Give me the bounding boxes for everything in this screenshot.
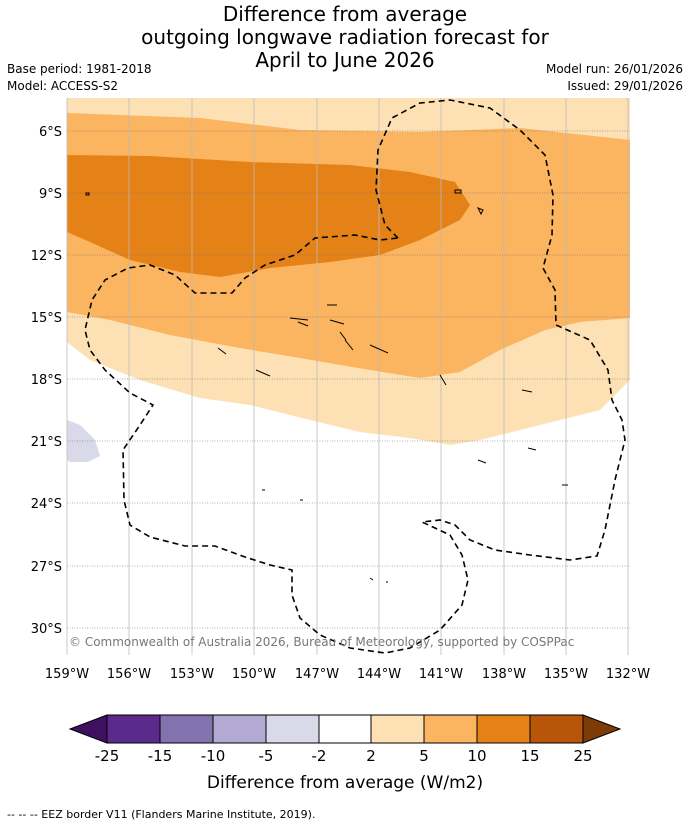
- colorbar-extend-low: [68, 714, 108, 744]
- anomaly-contours: [67, 98, 630, 655]
- colorbar-swatch: [159, 714, 214, 744]
- model-name: Model: ACCESS-S2: [7, 79, 119, 93]
- lat-tick-label: 12°S: [31, 249, 62, 264]
- colorbar-swatch: [106, 714, 161, 744]
- colorbar-tick-label: 5: [419, 747, 429, 765]
- lat-tick-label: 30°S: [31, 622, 62, 637]
- colorbar-tick-label: 25: [573, 747, 592, 765]
- colorbar-swatch: [423, 714, 478, 744]
- colorbar-extend-high: [582, 714, 622, 744]
- lat-tick-label: 21°S: [31, 435, 62, 450]
- colorbar-swatch: [318, 714, 372, 744]
- model-run-date: Model run: 26/01/2026: [545, 62, 683, 76]
- lon-tick-label: 135°W: [544, 667, 588, 682]
- lat-tick-label: 9°S: [39, 187, 62, 202]
- islands: [85, 189, 568, 583]
- colorbar-tick-label: -15: [148, 747, 173, 765]
- copyright-notice: © Commonwealth of Australia 2026, Bureau…: [69, 635, 574, 649]
- colorbar: [68, 714, 622, 744]
- island-outline: [85, 192, 90, 196]
- lat-tick-label: 24°S: [31, 497, 62, 512]
- colorbar-tick-label: -2: [312, 747, 327, 765]
- colorbar-tick-label: -5: [259, 747, 274, 765]
- island-outline: [217, 347, 271, 377]
- longitude-axis-labels: 159°W 156°W 153°W 150°W 147°W 144°W 141°…: [45, 667, 650, 682]
- island-outline: [327, 304, 389, 354]
- colorbar-swatch: [265, 714, 320, 744]
- colorbar-tick-labels: -25 -15 -10 -5 -2 2 5 10 15 25: [95, 747, 593, 765]
- base-period: Base period: 1981-2018: [7, 62, 152, 76]
- title-line-1: Difference from average: [222, 2, 468, 26]
- latitude-axis-labels: 6°S 9°S 12°S 15°S 18°S 21°S 24°S 27°S 30…: [31, 125, 62, 637]
- colorbar-swatch: [212, 714, 267, 744]
- island-outline: [262, 489, 388, 583]
- issued-date: Issued: 29/01/2026: [567, 79, 683, 93]
- colorbar-tick-label: 10: [467, 747, 486, 765]
- lon-tick-label: 138°W: [482, 667, 526, 682]
- colorbar-swatch: [476, 714, 531, 744]
- contour-10-to-15: [67, 155, 470, 277]
- colorbar-axis-label: Difference from average (W/m2): [207, 773, 483, 793]
- lon-tick-label: 147°W: [295, 667, 339, 682]
- colorbar-tick-label: 2: [366, 747, 376, 765]
- island-outline: [476, 207, 484, 216]
- lon-tick-label: 132°W: [606, 667, 650, 682]
- lon-tick-label: 156°W: [107, 667, 151, 682]
- lon-tick-label: 153°W: [170, 667, 214, 682]
- lon-tick-label: 141°W: [419, 667, 463, 682]
- lat-tick-label: 18°S: [31, 373, 62, 388]
- lon-tick-label: 159°W: [45, 667, 89, 682]
- legend-footnote: -- -- -- EEZ border V11 (Flanders Marine…: [7, 808, 316, 821]
- island-outline: [289, 317, 309, 327]
- colorbar-tick-label: -10: [201, 747, 226, 765]
- title-line-3: April to June 2026: [255, 48, 435, 72]
- lat-tick-label: 27°S: [31, 560, 62, 575]
- lat-tick-label: 6°S: [39, 125, 62, 140]
- island-outline: [439, 374, 533, 393]
- contour-negative-small: [67, 420, 100, 462]
- island-outline: [454, 189, 462, 194]
- lat-tick-label: 15°S: [31, 311, 62, 326]
- colorbar-tick-label: 15: [520, 747, 539, 765]
- map-gridlines: [66, 98, 630, 655]
- eez-border: [84, 99, 626, 654]
- lon-tick-label: 144°W: [357, 667, 401, 682]
- colorbar-tick-label: -25: [95, 747, 120, 765]
- title-line-2: outgoing longwave radiation forecast for: [141, 25, 549, 49]
- colorbar-swatch: [529, 714, 584, 744]
- island-outline: [477, 447, 568, 486]
- colorbar-swatch: [370, 714, 425, 744]
- lon-tick-label: 150°W: [232, 667, 276, 682]
